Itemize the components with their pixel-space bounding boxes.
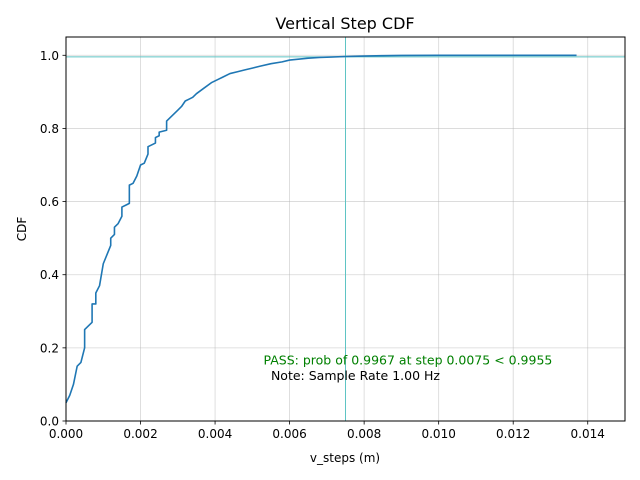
- cdf-series-line: [65, 54, 577, 404]
- x-tick-label: 0.006: [272, 427, 306, 441]
- annotations: PASS: prob of 0.9967 at step 0.0075 < 0.…: [264, 352, 553, 383]
- x-tick-label: 0.012: [496, 427, 530, 441]
- y-tick-label: 0.8: [40, 122, 59, 136]
- x-tick-label: 0.010: [421, 427, 455, 441]
- y-tick-label: 0.6: [40, 195, 59, 209]
- x-axis-label: v_steps (m): [310, 451, 380, 465]
- y-tick-label: 0.2: [40, 341, 59, 355]
- x-tick-label: 0.004: [198, 427, 232, 441]
- axis-ticks: 0.000 0.002 0.004 0.006 0.008 0.010 0.012 0.014…: [40, 49, 605, 441]
- y-tick-label: 1.0: [40, 49, 59, 63]
- series-group: [65, 54, 577, 404]
- x-tick-label: 0.008: [347, 427, 381, 441]
- sample-rate-note: Note: Sample Rate 1.00 Hz: [271, 368, 440, 383]
- x-tick-label: 0.002: [123, 427, 157, 441]
- x-tick-label: 0.000: [49, 427, 83, 441]
- chart-title: Vertical Step CDF: [275, 14, 414, 33]
- x-tick-label: 0.014: [571, 427, 605, 441]
- y-tick-label: 0.4: [40, 268, 59, 282]
- y-axis-label: CDF: [15, 217, 29, 242]
- plot-frame: [65, 36, 626, 422]
- pass-annotation: PASS: prob of 0.9967 at step 0.0075 < 0.…: [264, 352, 553, 367]
- y-tick-label: 0.0: [40, 415, 59, 429]
